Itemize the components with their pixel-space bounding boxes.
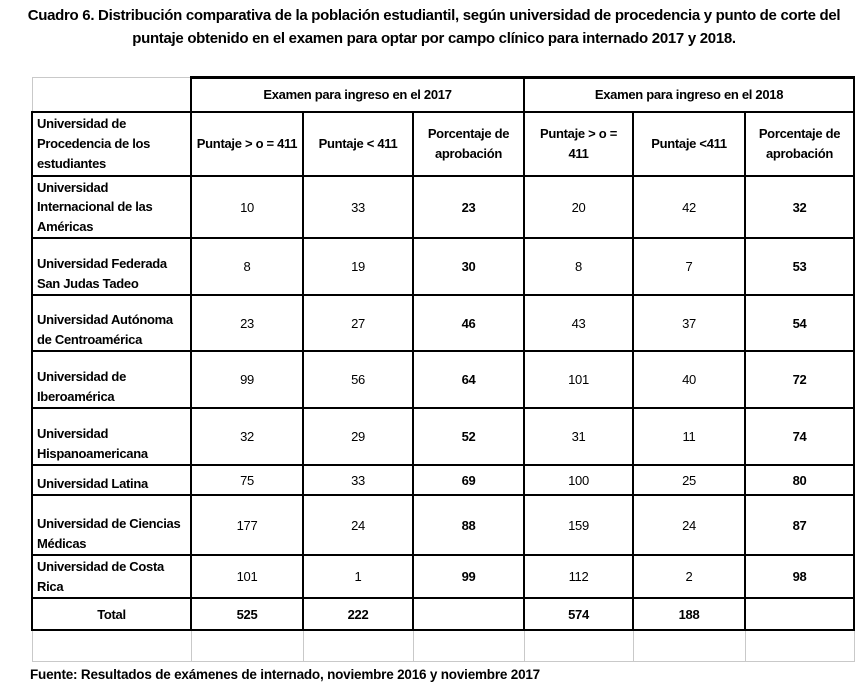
cell-value: 177	[190, 494, 304, 557]
empty-gridline-row	[31, 629, 855, 662]
cell-value: 8	[190, 237, 304, 297]
cell-value: 23	[412, 174, 525, 240]
column-header-row: Universidad de Procedencia de los estudi…	[31, 110, 855, 177]
table-caption: Cuadro 6. Distribución comparativa de la…	[27, 7, 841, 47]
cell-value: 54	[744, 294, 855, 353]
cell-value: 75	[190, 464, 304, 497]
cell-value: 24	[302, 494, 414, 557]
col-header-pct-2017: Porcentaje de aprobación	[412, 110, 525, 177]
cell-value: 69	[412, 464, 525, 497]
cell-value: 74	[744, 407, 855, 467]
cell-total-value	[744, 597, 855, 632]
group-header-2017: Examen para ingreso en el 2017	[190, 76, 525, 113]
group-header-row: Examen para ingreso en el 2017 Examen pa…	[31, 76, 855, 113]
cell-value: 64	[412, 350, 525, 410]
cell-value: 88	[412, 494, 525, 557]
cell-university-name: Universidad Federada San Judas Tadeo	[31, 237, 192, 297]
cell-university-name: Universidad Internacional de las América…	[31, 174, 192, 240]
cell-university-name: Universidad Hispanoamericana	[31, 407, 192, 467]
corner-cell	[31, 77, 192, 112]
cell-value: 1	[302, 554, 414, 600]
cell-value: 7	[632, 237, 746, 297]
cell-value: 52	[412, 407, 525, 467]
cell-value: 87	[744, 494, 855, 557]
cell-value: 43	[523, 294, 634, 353]
cell-value: 23	[190, 294, 304, 353]
data-table: Examen para ingreso en el 2017 Examen pa…	[31, 76, 855, 662]
cell-value: 33	[302, 174, 414, 240]
cell-university-name: Universidad de Costa Rica	[31, 554, 192, 600]
cell-value: 2	[632, 554, 746, 600]
table-row: Universidad de Iberoamérica 99 56 64 101…	[31, 350, 855, 410]
cell-value: 53	[744, 237, 855, 297]
cell-value: 100	[523, 464, 634, 497]
cell-value: 46	[412, 294, 525, 353]
empty-cell	[523, 629, 634, 662]
cell-value: 99	[412, 554, 525, 600]
cell-value: 98	[744, 554, 855, 600]
table-row: Universidad Latina 75 33 69 100 25 80	[31, 464, 855, 497]
table-row: Universidad Hispanoamericana 32 29 52 31…	[31, 407, 855, 467]
cell-value: 32	[190, 407, 304, 467]
empty-cell	[31, 629, 192, 662]
col-header-ge-2017: Puntaje > o = 411	[190, 110, 304, 177]
table-row: Universidad de Costa Rica 101 1 99 112 2…	[31, 554, 855, 600]
cell-university-name: Universidad Latina	[31, 464, 192, 497]
cell-value: 24	[632, 494, 746, 557]
cell-university-name: Universidad Autónoma de Centroamérica	[31, 294, 192, 353]
col-header-pct-2018: Porcentaje de aprobación	[744, 110, 855, 177]
cell-university-name: Universidad de Iberoamérica	[31, 350, 192, 410]
cell-value: 30	[412, 237, 525, 297]
total-label: Total	[31, 597, 192, 632]
cell-value: 37	[632, 294, 746, 353]
col-header-ge-2018: Puntaje > o = 411	[523, 110, 634, 177]
table-row: Universidad Autónoma de Centroamérica 23…	[31, 294, 855, 353]
col-header-lt-2017: Puntaje < 411	[302, 110, 414, 177]
cell-value: 80	[744, 464, 855, 497]
source-note: Fuente: Resultados de exámenes de intern…	[30, 666, 540, 682]
cell-value: 159	[523, 494, 634, 557]
cell-value: 32	[744, 174, 855, 240]
cell-value: 10	[190, 174, 304, 240]
cell-value: 25	[632, 464, 746, 497]
cell-value: 112	[523, 554, 634, 600]
empty-cell	[302, 629, 414, 662]
cell-value: 33	[302, 464, 414, 497]
cell-value: 8	[523, 237, 634, 297]
col-header-university: Universidad de Procedencia de los estudi…	[31, 110, 192, 177]
cell-value: 29	[302, 407, 414, 467]
empty-cell	[412, 629, 525, 662]
table-row: Universidad de Ciencias Médicas 177 24 8…	[31, 494, 855, 557]
col-header-lt-2018: Puntaje <411	[632, 110, 746, 177]
group-header-2018: Examen para ingreso en el 2018	[523, 76, 855, 113]
cell-total-value	[412, 597, 525, 632]
cell-value: 99	[190, 350, 304, 410]
cell-value: 27	[302, 294, 414, 353]
cell-value: 31	[523, 407, 634, 467]
total-row: Total 525 222 574 188	[31, 597, 855, 632]
cell-value: 101	[523, 350, 634, 410]
cell-total-value: 188	[632, 597, 746, 632]
cell-value: 11	[632, 407, 746, 467]
cell-total-value: 574	[523, 597, 634, 632]
cell-value: 20	[523, 174, 634, 240]
cell-total-value: 222	[302, 597, 414, 632]
table-row: Universidad Federada San Judas Tadeo 8 1…	[31, 237, 855, 297]
empty-cell	[744, 629, 855, 662]
cell-university-name: Universidad de Ciencias Médicas	[31, 494, 192, 557]
cell-value: 56	[302, 350, 414, 410]
empty-cell	[190, 629, 304, 662]
cell-value: 42	[632, 174, 746, 240]
cell-value: 19	[302, 237, 414, 297]
empty-cell	[632, 629, 746, 662]
cell-value: 72	[744, 350, 855, 410]
cell-total-value: 525	[190, 597, 304, 632]
cell-value: 40	[632, 350, 746, 410]
cell-value: 101	[190, 554, 304, 600]
table-row: Universidad Internacional de las América…	[31, 174, 855, 240]
